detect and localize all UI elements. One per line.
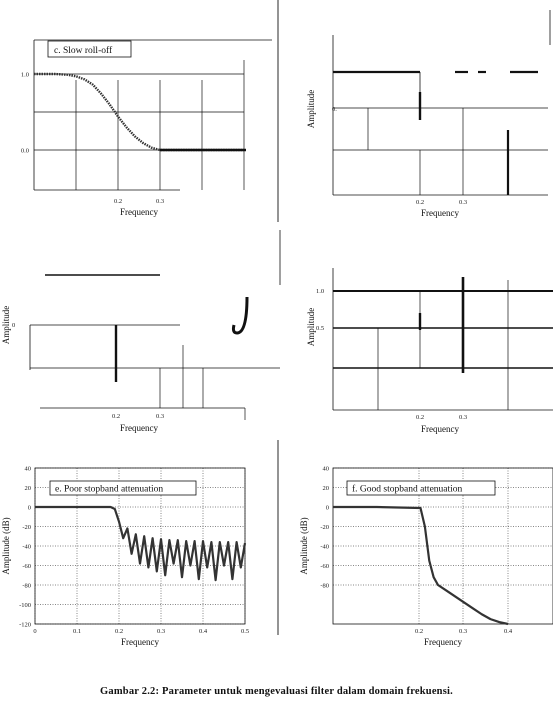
chart-title: f. Good stopband attenuation xyxy=(352,484,463,495)
chart-title: c. Slow roll-off xyxy=(54,45,113,56)
x-tick-label: 0.2 xyxy=(415,628,423,635)
x-axis-label: Frequency xyxy=(424,637,462,647)
figure-caption: Gambar 2.2: Parameter untuk mengevaluasi… xyxy=(100,686,453,697)
y-tick-label: -100 xyxy=(19,602,31,609)
x-axis-label: Frequency xyxy=(421,208,459,218)
chart-good-stopband: 40 20 0 -20 -40 -60 -80 0.2 0.3 0.4 f. Good stopba… xyxy=(299,465,553,647)
y-tick-label: 0 xyxy=(12,322,15,329)
x-tick-label: 0.3 xyxy=(156,413,164,420)
y-axis-label: Amplitude xyxy=(306,308,316,347)
x-tick-label: 0.4 xyxy=(199,628,208,635)
y-tick-label: 40 xyxy=(25,465,32,472)
y-tick-label: 1.0 xyxy=(21,72,29,79)
title-box xyxy=(47,40,132,58)
y-tick-label: -20 xyxy=(22,524,31,531)
x-tick-label: 0.2 xyxy=(416,199,424,206)
y-tick-label: 20 xyxy=(25,485,32,492)
y-axis-label: Amplitude (dB) xyxy=(1,517,11,574)
chart-title: e. Poor stopband attenuation xyxy=(55,485,163,495)
y-tick-label: -120 xyxy=(19,621,31,628)
x-tick-label: 0.2 xyxy=(114,198,122,205)
x-tick-label: 0.1 xyxy=(73,628,81,635)
title-box xyxy=(49,480,197,496)
y-axis-label: Amplitude xyxy=(1,306,11,345)
y-tick-label: -60 xyxy=(320,563,329,570)
y-tick-label: -80 xyxy=(22,582,31,589)
x-tick-label: 0.2 xyxy=(112,413,120,420)
x-axis-label: Frequency xyxy=(120,423,158,433)
x-tick-label: 0 xyxy=(33,628,36,635)
x-tick-label: 0.3 xyxy=(459,414,467,421)
x-axis-label: Frequency xyxy=(421,424,459,434)
x-tick-label: 0.2 xyxy=(115,628,123,635)
y-tick-label: 0 xyxy=(28,504,31,511)
x-tick-label: 0.4 xyxy=(504,628,513,635)
y-tick-label: -60 xyxy=(22,563,31,570)
y-tick-label: -20 xyxy=(320,524,329,531)
series-line xyxy=(333,505,509,626)
x-tick-label: 0.5 xyxy=(241,628,249,635)
y-tick-label: 0 xyxy=(326,504,329,511)
y-tick-label: -40 xyxy=(22,543,31,550)
title-box xyxy=(346,480,496,496)
chart-slow-rolloff: c. Slow roll-off 1.0 0.0 0.2 0.3 Frequency xyxy=(21,0,279,222)
x-tick-label: 0.2 xyxy=(416,414,424,421)
y-tick-label: 0.0 xyxy=(21,148,29,155)
y-tick-label: 0. xyxy=(332,106,337,113)
y-tick-label: 0.5 xyxy=(316,325,324,332)
y-tick-label: 1.0 xyxy=(316,288,324,295)
x-tick-label: 0.3 xyxy=(157,628,165,635)
series-line xyxy=(35,505,247,582)
y-tick-label: 20 xyxy=(323,485,330,492)
y-tick-label: 40 xyxy=(323,465,330,472)
y-tick-label: -80 xyxy=(320,582,329,589)
hook-mark xyxy=(231,296,249,335)
x-axis-label: Frequency xyxy=(121,637,159,647)
x-tick-label: 0.3 xyxy=(459,199,467,206)
y-axis-label: Amplitude xyxy=(306,90,316,129)
x-axis-label: Frequency xyxy=(120,207,158,217)
x-tick-label: 0.3 xyxy=(459,628,467,635)
y-tick-label: -40 xyxy=(320,543,329,550)
y-axis-label: Amplitude (dB) xyxy=(299,517,309,574)
x-tick-label: 0.3 xyxy=(156,198,164,205)
